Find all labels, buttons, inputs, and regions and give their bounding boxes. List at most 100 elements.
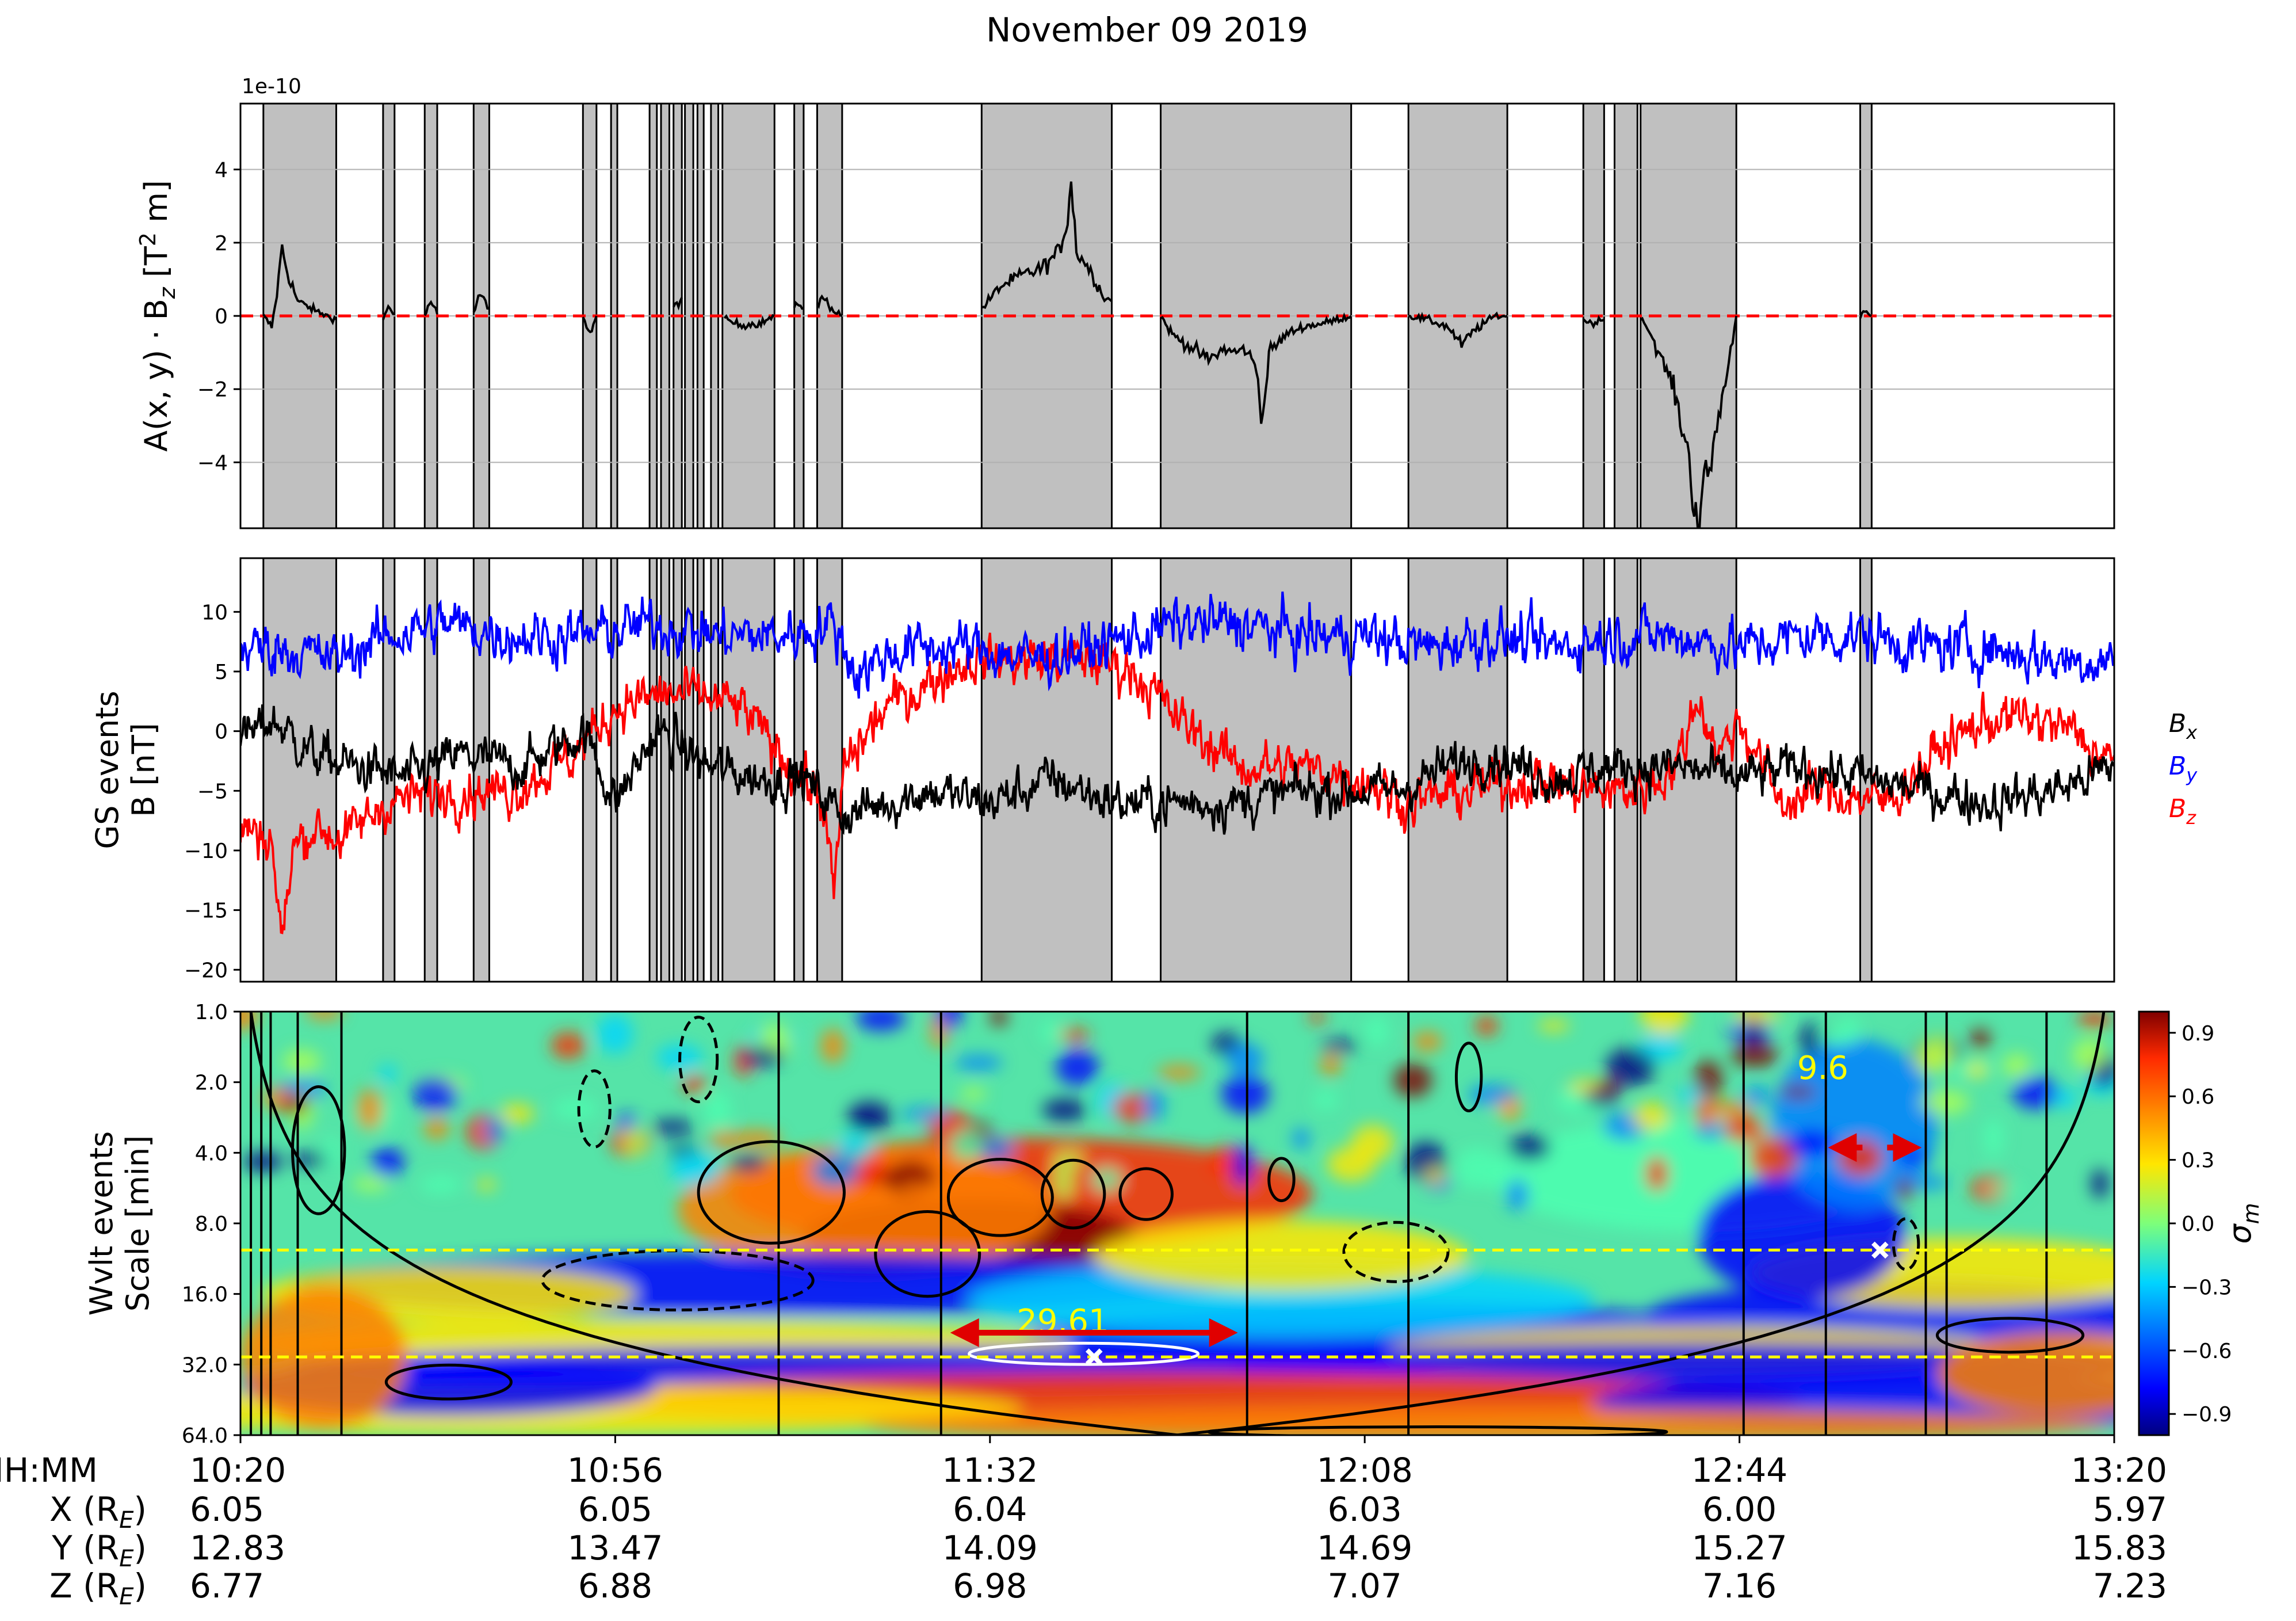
heatmap-speckle bbox=[1967, 1062, 1987, 1078]
heatmap-speckle bbox=[729, 1156, 767, 1172]
x-tick-y-coord: 14.09 bbox=[942, 1528, 1038, 1567]
middle-y-axis-label-2: B [nT] bbox=[125, 723, 162, 817]
heatmap-speckle bbox=[1040, 1019, 1060, 1044]
heatmap-speckle bbox=[1232, 1144, 1254, 1186]
heatmap-speckle bbox=[305, 1012, 343, 1020]
heatmap-region bbox=[1094, 1220, 1469, 1291]
x-tick-x-coord: 5.97 bbox=[2093, 1490, 2167, 1529]
heatmap-speckle bbox=[1056, 1049, 1099, 1086]
heatmap-speckle bbox=[1142, 1089, 1165, 1122]
heatmap-contour bbox=[678, 1016, 719, 1104]
row-label-time: HH:MM bbox=[0, 1451, 98, 1490]
heatmap-speckle bbox=[897, 1183, 945, 1196]
by-series-line bbox=[240, 592, 2114, 699]
heatmap-speckle bbox=[681, 1075, 707, 1093]
x-tick-y-coord: 15.27 bbox=[1692, 1528, 1787, 1567]
x-tick-z-coord: 6.77 bbox=[190, 1566, 264, 1605]
heatmap-contour bbox=[1267, 1157, 1296, 1203]
colorbar-tick-label: 0.0 bbox=[2182, 1212, 2214, 1236]
heatmap-speckle bbox=[990, 1012, 1008, 1027]
heatmap-region bbox=[677, 1146, 1053, 1273]
heatmap-speckle bbox=[1781, 1086, 1816, 1099]
heatmap-region bbox=[865, 1407, 2114, 1435]
top-event-shading bbox=[262, 104, 1873, 528]
bottom-y-axis-label-1: Wvlt events bbox=[83, 1131, 120, 1316]
bottom-y-tick-label: 1.0 bbox=[195, 1001, 228, 1024]
heatmap-speckle bbox=[1424, 1168, 1445, 1185]
x-tick-time: 12:44 bbox=[1691, 1451, 1787, 1490]
heatmap-speckle bbox=[1059, 1028, 1090, 1042]
heatmap-speckle bbox=[1320, 1052, 1341, 1076]
heatmap-speckle bbox=[1157, 1065, 1201, 1080]
top-y-tick-label: 4 bbox=[215, 159, 228, 182]
heatmap-speckle bbox=[1632, 1102, 1669, 1131]
x-axis-info-table: HH:MM X (RE) Y (RE) Z (RE) 10:206.0512.8… bbox=[0, 1435, 2167, 1610]
middle-y-tick-label: −5 bbox=[197, 780, 228, 803]
bottom-y-tick-label: 32.0 bbox=[182, 1353, 228, 1377]
middle-y-tick-label: −15 bbox=[184, 899, 228, 923]
top-y-axis-label: A(x, y) · Bz [T2 m] bbox=[135, 180, 180, 452]
heatmap-speckle bbox=[960, 1087, 987, 1101]
heatmap-speckle bbox=[704, 1091, 731, 1128]
heatmap-speckle bbox=[323, 1136, 341, 1170]
x-tick-time: 12:08 bbox=[1317, 1451, 1413, 1490]
x-tick-z-coord: 6.98 bbox=[953, 1566, 1027, 1605]
middle-y-tick-label: 5 bbox=[215, 661, 228, 684]
x-tick-z-coord: 7.16 bbox=[1702, 1566, 1777, 1605]
middle-event-span bbox=[610, 558, 618, 982]
heatmap-contour bbox=[577, 1069, 612, 1149]
heatmap-speckle bbox=[1455, 1147, 1500, 1189]
heatmap-speckle bbox=[1640, 1012, 1688, 1035]
top-y-tick-label: −4 bbox=[197, 451, 228, 475]
row-label-x: X (RE) bbox=[49, 1490, 147, 1534]
heatmap-speckle bbox=[2012, 1077, 2060, 1109]
x-tick-x-coord: 6.05 bbox=[190, 1490, 264, 1529]
cone-of-influence-right bbox=[1176, 1012, 2106, 1435]
heatmap-speckle bbox=[596, 1014, 633, 1054]
heatmap-speckle bbox=[1984, 1118, 2004, 1158]
figure-title: November 09 2019 bbox=[986, 10, 1308, 49]
colorbar-tick-label: 0.9 bbox=[2182, 1022, 2214, 1046]
heatmap-speckle bbox=[1321, 1039, 1360, 1052]
heatmap-speckle bbox=[551, 1032, 585, 1059]
heatmap-speckle bbox=[1365, 1015, 1389, 1047]
middle-event-span bbox=[684, 558, 694, 982]
heatmap-speckle bbox=[243, 1151, 282, 1173]
top-y-tick-label: −2 bbox=[197, 378, 228, 402]
heatmap-speckle bbox=[900, 1107, 949, 1120]
x-tick-y-coord: 12.83 bbox=[190, 1528, 285, 1567]
colorbar-tick-label: −0.6 bbox=[2182, 1340, 2232, 1363]
heatmap-field bbox=[240, 1012, 2114, 1435]
heatmap-contour bbox=[1935, 1317, 2085, 1354]
heatmap-speckle bbox=[651, 1119, 695, 1135]
heatmap-speckle bbox=[709, 1131, 739, 1149]
heatmap-speckle bbox=[282, 1049, 321, 1074]
colorbar-tick-label: −0.3 bbox=[2182, 1276, 2232, 1299]
heatmap-speckle bbox=[617, 1113, 637, 1130]
x-tick-z-coord: 7.07 bbox=[1328, 1566, 1402, 1605]
x-tick-x-coord: 6.05 bbox=[578, 1490, 652, 1529]
middle-event-span bbox=[262, 558, 337, 982]
heatmap-speckle bbox=[2072, 1038, 2107, 1073]
heatmap-speckle bbox=[856, 1012, 906, 1031]
heatmap-speckle bbox=[1412, 1032, 1442, 1051]
heatmap-speckle bbox=[954, 1055, 1003, 1071]
heatmap-speckle bbox=[1645, 1156, 1668, 1192]
heatmap-speckle bbox=[1694, 1060, 1722, 1100]
middle-y-tick-label: −10 bbox=[184, 840, 228, 863]
heatmap-speckle bbox=[484, 1117, 504, 1144]
heatmap-speckle bbox=[730, 1130, 781, 1148]
heatmap-speckle bbox=[1820, 1033, 1856, 1046]
panel-middle: 10 5 0 −5 −10 −15 −20 GS events B [nT] Bx By B… bbox=[89, 557, 2198, 983]
heatmap-speckle bbox=[1308, 1012, 1327, 1023]
heatmap-speckle bbox=[1313, 1090, 1339, 1110]
top-y-tick-label: 0 bbox=[215, 305, 228, 329]
heatmap-speckle bbox=[1800, 1023, 1821, 1058]
legend-bz: Bz bbox=[2169, 794, 2196, 829]
x-tick-y-coord: 15.83 bbox=[2072, 1528, 2167, 1567]
heatmap-speckle bbox=[950, 1129, 983, 1161]
heatmap-speckle bbox=[500, 1104, 534, 1124]
top-y-ticks: 4 2 0 −2 −4 bbox=[197, 159, 240, 475]
heatmap-speckle bbox=[1744, 1085, 1770, 1105]
